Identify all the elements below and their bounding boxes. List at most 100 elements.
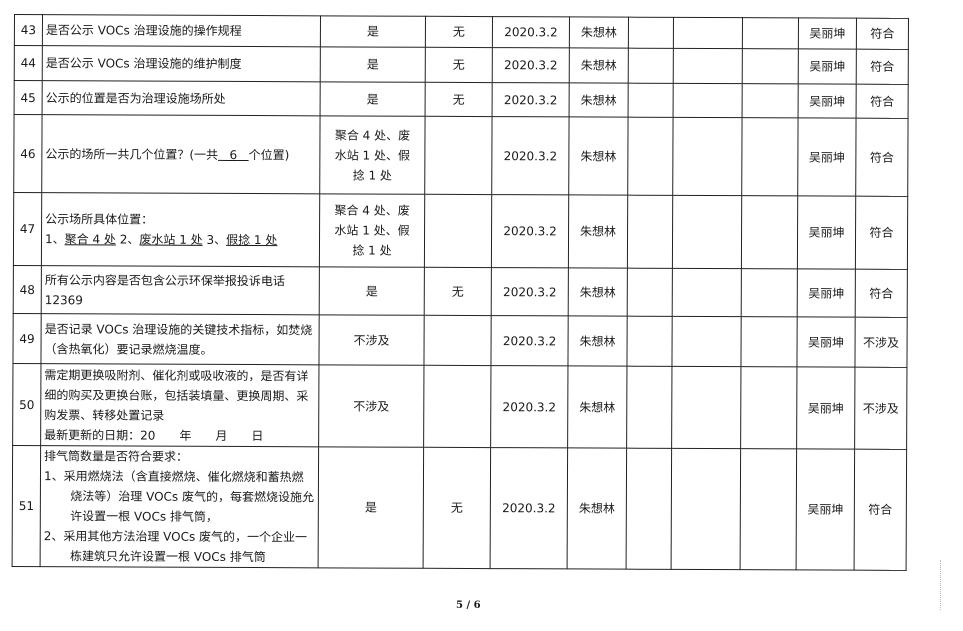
empty-cell (673, 48, 743, 84)
table-row: 50 需定期更换吸附剂、催化剂或吸收液的，是否有详细的购买及更换台账，包括装填量、… (12, 363, 907, 450)
empty-cell (740, 448, 797, 570)
table-row: 45 公示的位置是否为治理设施场所处是无 2020.3.2 朱想林 吴丽坤 符合 (14, 80, 909, 119)
empty-cell (673, 17, 743, 49)
check-result: 不涉及 (318, 314, 425, 366)
item-text: 公示的场所一共几个位置？(一共 (45, 146, 219, 162)
inspector-cell: 朱想林 (567, 447, 627, 570)
table-row: 46 公示的场所一共几个位置？(一共 6 个位置) 聚合 4 处、废水站 1 处、假… (13, 114, 909, 197)
row-number: 45 (14, 80, 43, 115)
date-cell: 2020.3.2 (492, 16, 570, 48)
issue-cell (423, 315, 492, 366)
location-index: 3、 (206, 232, 227, 247)
item-text: 公示场所具体位置： (45, 212, 154, 227)
empty-cell (671, 316, 742, 367)
conclusion-cell: 符合 (856, 84, 909, 119)
empty-cell (741, 268, 798, 317)
row-number: 50 (12, 363, 41, 446)
check-item: 排气筒数量是否符合要求： 1、采用燃烧法（含直接燃烧、催化燃烧和蓄热燃烧法等）治理… (40, 445, 319, 568)
location-value: 假捻 1 处 (226, 232, 278, 248)
empty-cell (628, 83, 674, 118)
reviewer-cell: 吴丽坤 (797, 268, 856, 318)
table-row: 49 是否记录 VOCs 治理设施的关键技术指标，如焚烧（含热氧化）要记录燃烧温度… (12, 313, 908, 368)
check-result: 是 (318, 446, 424, 569)
empty-cell (672, 268, 742, 317)
location-index: 2、 (119, 232, 140, 247)
table-row: 47 公示场所具体位置： 1、聚合 4 处 2、废水站 1 处 3、假捻 1 处 聚合… (13, 192, 908, 270)
empty-cell (742, 17, 799, 49)
inspector-cell: 朱想林 (568, 116, 629, 196)
empty-cell (742, 48, 799, 84)
check-item: 公示的位置是否为治理设施场所处 (42, 80, 321, 116)
check-result: 不涉及 (318, 364, 424, 448)
empty-cell (742, 83, 799, 118)
empty-cell (671, 448, 741, 570)
row-number: 46 (13, 114, 43, 193)
margin-mark (940, 560, 949, 610)
check-item: 是否公示 VOCs 治理设施的维护制度 (42, 45, 321, 82)
empty-cell (741, 117, 799, 196)
count-value: 6 (218, 147, 249, 161)
table-row: 48 所有公示内容是否包含公示环保举报投诉电话 12369 是无 2020.3.2 朱想… (13, 265, 908, 318)
inspector-cell: 朱想林 (569, 82, 629, 118)
empty-cell (626, 316, 673, 367)
location-index: 1、 (44, 232, 65, 247)
issue-cell (423, 365, 491, 448)
reviewer-cell: 吴丽坤 (796, 316, 856, 368)
conclusion-cell: 符合 (855, 118, 909, 197)
inspector-cell: 朱想林 (569, 16, 629, 49)
reviewer-cell: 吴丽坤 (797, 195, 856, 270)
row-number: 49 (12, 313, 42, 364)
issue-cell: 无 (423, 447, 491, 569)
inspector-cell: 朱想林 (568, 194, 628, 269)
conclusion-cell: 不涉及 (854, 367, 907, 450)
item-text-end: 个位置) (248, 147, 290, 162)
location-value: 聚合 4 处 (64, 232, 116, 247)
date-cell: 2020.3.2 (492, 47, 570, 83)
item-text: 需定期更换吸附剂、催化剂或吸收液的，是否有详细的购买及更换台账，包括装填量、更换… (44, 367, 309, 423)
empty-cell (627, 195, 673, 269)
empty-cell (628, 17, 674, 49)
empty-cell (626, 366, 672, 449)
date-cell: 2020.3.2 (491, 116, 570, 195)
check-result: 聚合 4 处、废水站 1 处、假捻 1 处 (319, 193, 425, 268)
conclusion-cell: 符合 (854, 449, 907, 571)
inspector-cell: 朱想林 (567, 365, 627, 449)
empty-cell (672, 195, 742, 269)
date-cell: 2020.3.2 (492, 82, 570, 117)
update-date-line: 最新更新的日期：20 年 月 日 (44, 427, 264, 443)
reviewer-cell: 吴丽坤 (798, 48, 857, 85)
issue-cell: 无 (425, 16, 493, 48)
check-item: 需定期更换吸附剂、催化剂或吸收液的，是否有详细的购买及更换台账，包括装填量、更换… (40, 363, 319, 447)
table-row: 44 是否公示 VOCs 治理设施的维护制度是无 2020.3.2 朱想林 吴丽坤 符合 (14, 45, 909, 85)
inspector-cell: 朱想林 (569, 47, 629, 84)
issue-cell (424, 194, 492, 268)
issue-cell: 无 (425, 82, 493, 117)
reviewer-cell: 吴丽坤 (796, 366, 855, 450)
empty-cell (628, 48, 674, 84)
row-number: 48 (13, 265, 42, 314)
check-result: 是 (319, 266, 425, 316)
requirement-2: 2、采用其他方法治理 VOCs 废气的，一个企业一栋建筑只允许设置一根 VOCs… (43, 529, 308, 565)
conclusion-cell: 不涉及 (854, 317, 908, 368)
check-item: 所有公示内容是否包含公示环保举报投诉电话 12369 (41, 265, 320, 315)
inspection-table: 43 是否公示 VOCs 治理设施的操作规程是无 2020.3.2 朱想林 吴丽坤 符合 4… (12, 14, 909, 571)
check-item: 是否记录 VOCs 治理设施的关键技术指标，如焚烧（含热氧化）要记录燃烧温度。 (40, 313, 320, 365)
empty-cell (673, 83, 743, 118)
empty-cell (627, 268, 673, 317)
check-item: 是否公示 VOCs 治理设施的操作规程 (42, 14, 321, 47)
reviewer-cell: 吴丽坤 (798, 17, 857, 50)
issue-cell: 无 (424, 267, 492, 316)
empty-cell (627, 117, 674, 196)
empty-cell (626, 448, 672, 570)
reviewer-cell: 吴丽坤 (798, 83, 857, 119)
inspector-cell: 朱想林 (567, 315, 628, 367)
conclusion-cell: 符合 (855, 196, 908, 270)
item-text: 排气筒数量是否符合要求： (44, 449, 189, 464)
table-row: 51 排气筒数量是否符合要求： 1、采用燃烧法（含直接燃烧、催化燃烧和蓄热燃烧法等）… (12, 445, 907, 571)
check-result: 是 (320, 46, 426, 83)
table-row: 43 是否公示 VOCs 治理设施的操作规程是无 2020.3.2 朱想林 吴丽坤 符合 (14, 14, 909, 50)
reviewer-cell: 吴丽坤 (796, 448, 855, 571)
conclusion-cell: 符合 (856, 18, 909, 50)
row-number: 47 (13, 192, 42, 266)
date-cell: 2020.3.2 (490, 447, 568, 569)
